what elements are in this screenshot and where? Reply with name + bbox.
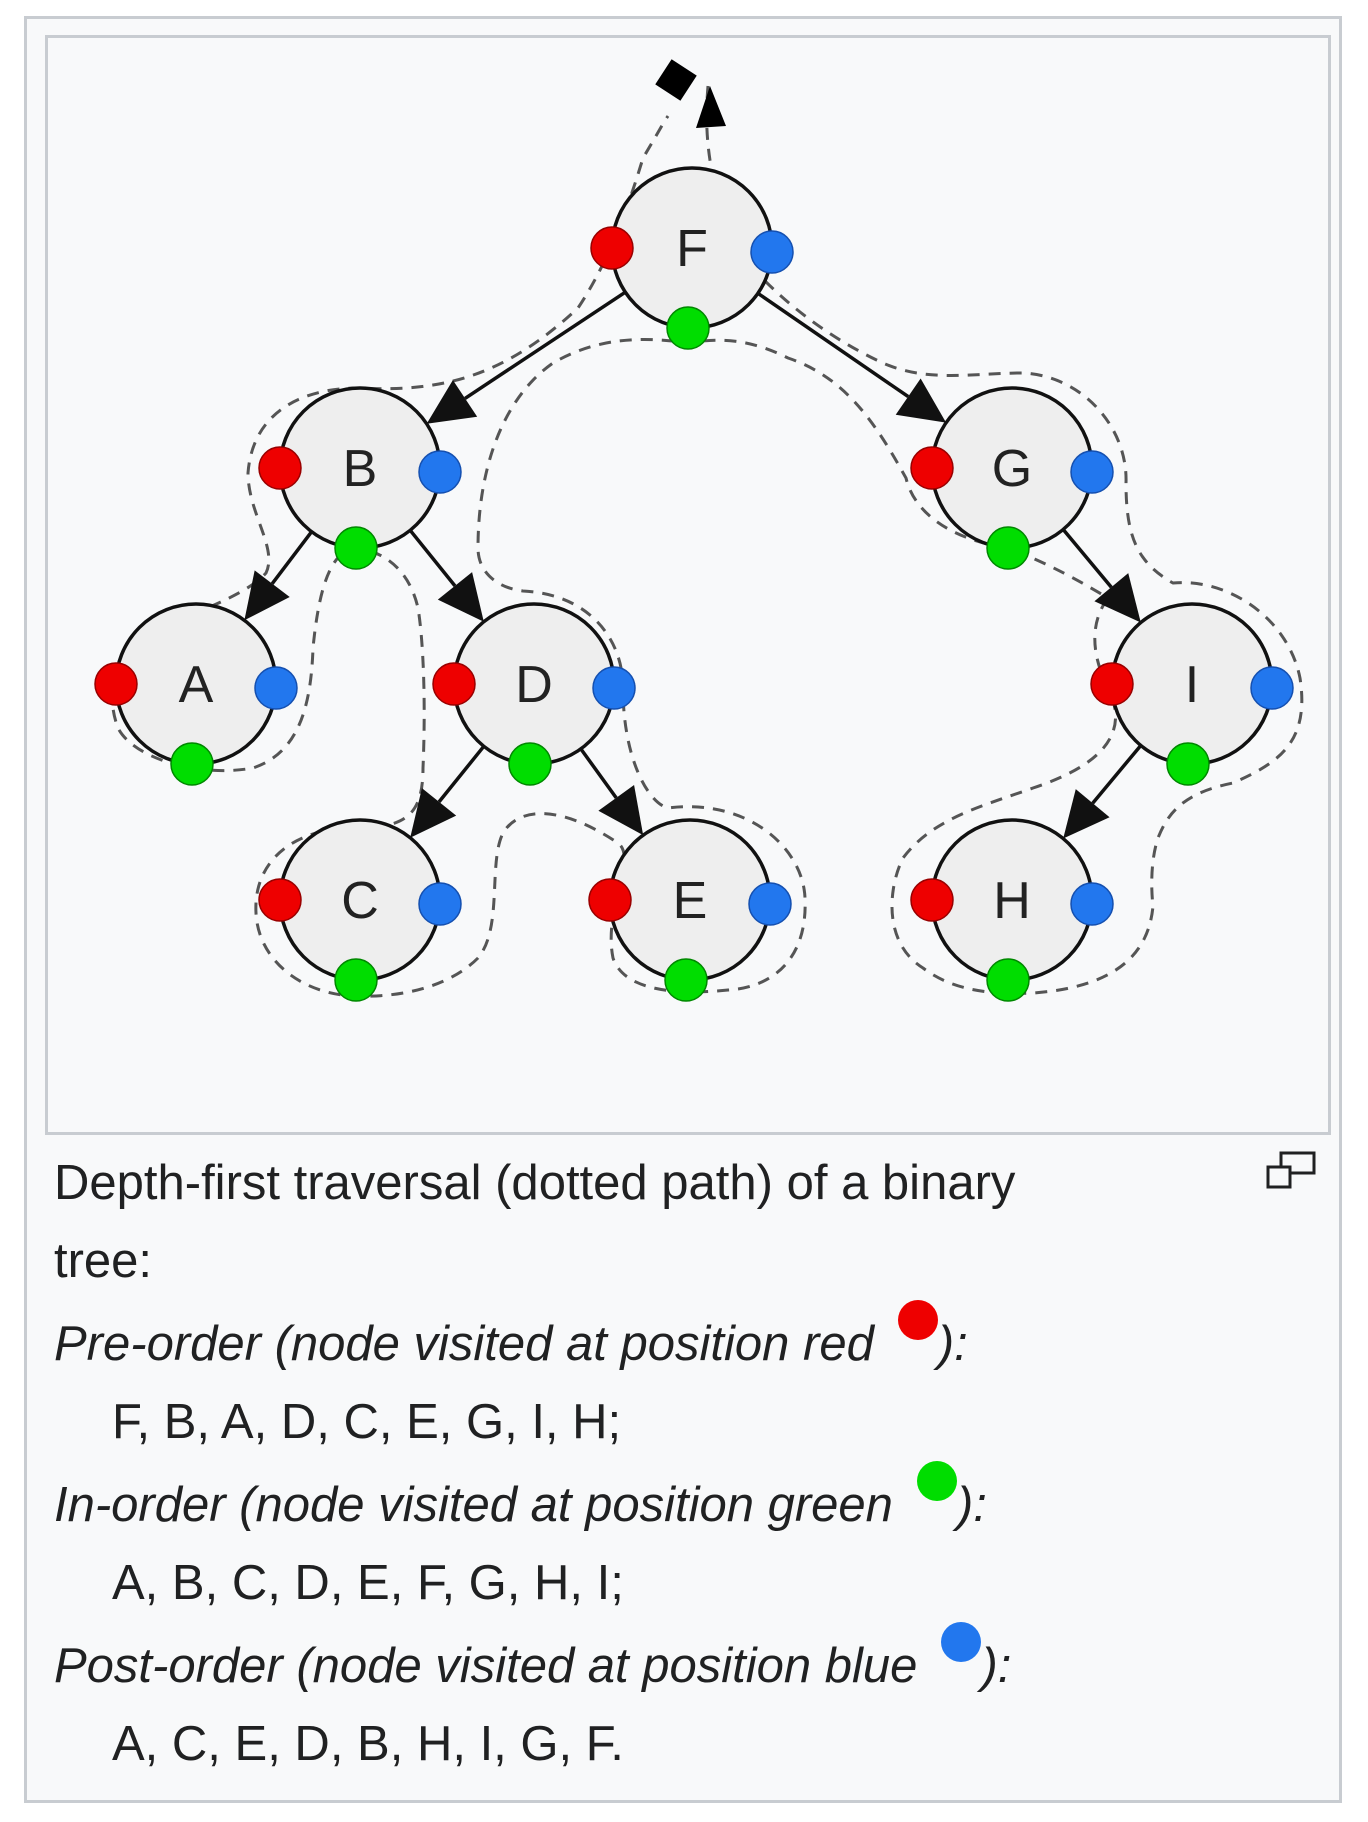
preorder-marker [258,878,302,922]
inorder-line: In-order (node visited at position green… [54,1461,1314,1544]
inorder-marker [334,958,378,1002]
preorder-marker [588,878,632,922]
node-label: C [341,872,379,930]
tree-node-G: G [910,386,1114,570]
postorder-marker [254,666,298,710]
preorder-sequence: F, B, A, D, C, E, G, I, H; [112,1395,622,1449]
inorder-marker [666,306,710,350]
node-label: G [992,440,1032,498]
postorder-label: Post-order (node visited at position blu… [54,1639,918,1693]
node-label: D [515,656,553,714]
caption-intro-line-2: tree: [54,1234,153,1288]
tree-node-B: B [258,386,462,570]
edge-F-G [756,291,910,399]
inorder-close: ): [956,1478,987,1532]
preorder-close: ): [937,1317,968,1371]
edge-D-C [437,745,486,803]
diagram-image[interactable]: F B G A D I C E H [45,35,1331,1135]
tree-node-A: A [94,602,298,786]
node-label: F [676,220,708,278]
inorder-sequence: A, B, C, D, E, F, G, H, I; [112,1556,624,1610]
inorder-marker [1166,742,1210,786]
preorder-marker [910,446,954,490]
tree-node-I: I [1090,602,1294,786]
postorder-close: ): [981,1639,1012,1693]
preorder-marker [258,446,302,490]
caption-intro-line-1: Depth-first traversal (dotted path) of a… [54,1156,1016,1210]
preorder-line: Pre-order (node visited at position red)… [54,1300,1314,1383]
inorder-label: In-order (node visited at position green [54,1478,893,1532]
tree-node-F: F [590,166,794,350]
inorder-marker [664,958,708,1002]
edge-arrowhead-D-C [410,788,457,838]
image-caption: Depth-first traversal (dotted path) of a… [54,1144,1314,1783]
preorder-marker [94,662,138,706]
edge-I-H [1091,744,1143,805]
inorder-marker [986,958,1030,1002]
postorder-marker [592,666,636,710]
inorder-marker [170,742,214,786]
preorder-marker [590,226,634,270]
blue-dot-icon [941,1622,982,1662]
red-dot-icon [897,1300,938,1340]
edge-arrowhead-G-I [1094,573,1141,623]
thumbnail-box: F B G A D I C E H Depth-first traversal (dotted … [24,16,1342,1803]
edge-arrowhead-I-H [1063,789,1110,839]
postorder-marker [750,230,794,274]
edge-arrowhead-B-A [244,570,290,621]
green-dot-icon [916,1461,957,1501]
edge-B-A [270,530,314,585]
edge-arrowhead-F-B [426,380,478,424]
preorder-marker [1090,662,1134,706]
edge-F-B [464,290,627,400]
edge-arrowhead-D-E [598,784,644,836]
preorder-label: Pre-order (node visited at position red [54,1317,874,1371]
tree-node-C: C [258,818,462,1002]
inorder-marker [508,742,552,786]
postorder-marker [418,882,462,926]
postorder-marker [748,882,792,926]
tree-node-D: D [432,602,636,786]
inorder-marker [986,526,1030,570]
edge-B-D [408,529,457,587]
preorder-marker [432,662,476,706]
postorder-line: Post-order (node visited at position blu… [54,1622,1314,1705]
tree-node-E: E [588,818,792,1002]
node-label: H [993,872,1031,930]
node-label: B [343,440,378,498]
tree-node-H: H [910,818,1114,1002]
binary-tree-diagram: F B G A D I C E H [94,59,1304,1002]
postorder-marker [1250,666,1294,710]
node-label: A [179,656,214,714]
postorder-marker [1070,882,1114,926]
postorder-marker [418,450,462,494]
start-diamond-icon [655,59,697,101]
end-arrow-icon [696,86,726,128]
edge-G-I [1061,528,1113,589]
preorder-marker [910,878,954,922]
node-label: E [673,872,708,930]
edge-arrowhead-F-G [895,378,947,423]
node-label: I [1185,656,1199,714]
postorder-marker [1070,450,1114,494]
magnify-clip-icon[interactable] [1265,1150,1317,1190]
postorder-sequence: A, C, E, D, B, H, I, G, F. [112,1717,624,1771]
edge-D-E [579,747,618,799]
edge-arrowhead-B-D [437,572,484,622]
inorder-marker [334,526,378,570]
